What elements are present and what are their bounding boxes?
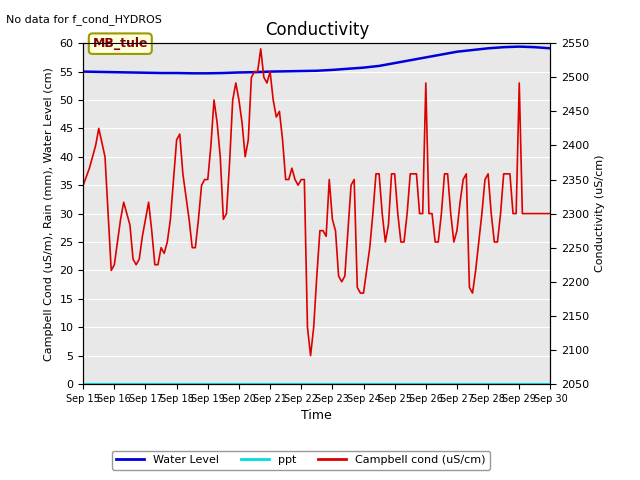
Water Level [328, 67, 336, 73]
Water Level [282, 69, 289, 74]
ppt [188, 381, 196, 387]
Campbell cond (uS/cm) [238, 120, 246, 126]
Water Level [173, 70, 180, 76]
Water Level [375, 63, 383, 69]
Water Level [235, 70, 243, 75]
Y-axis label: Conductivity (uS/cm): Conductivity (uS/cm) [595, 155, 605, 272]
ppt [547, 381, 554, 387]
Water Level [204, 71, 212, 76]
Campbell cond (uS/cm) [547, 211, 554, 216]
Campbell cond (uS/cm) [307, 353, 314, 359]
Water Level [141, 70, 149, 76]
Water Level [484, 46, 492, 51]
Water Level [298, 68, 305, 74]
Water Level [126, 70, 134, 75]
Water Level [500, 44, 508, 50]
Title: Conductivity: Conductivity [265, 21, 369, 39]
ppt [523, 381, 531, 387]
Water Level [422, 55, 429, 60]
Line: Water Level: Water Level [83, 47, 550, 73]
ppt [358, 381, 365, 387]
Water Level [313, 68, 321, 73]
Campbell cond (uS/cm) [348, 182, 355, 188]
Y-axis label: Campbell Cond (uS/m), Rain (mm), Water Level (cm): Campbell Cond (uS/m), Rain (mm), Water L… [44, 67, 54, 360]
Line: Campbell cond (uS/cm): Campbell cond (uS/cm) [83, 49, 550, 356]
Water Level [111, 69, 118, 75]
Water Level [515, 44, 523, 49]
Water Level [157, 70, 165, 76]
Water Level [188, 71, 196, 76]
Campbell cond (uS/cm) [413, 171, 420, 177]
Campbell cond (uS/cm) [456, 199, 464, 205]
Water Level [391, 60, 399, 66]
Water Level [360, 65, 367, 71]
Water Level [220, 70, 227, 76]
ppt [320, 381, 328, 387]
Water Level [453, 49, 461, 55]
Water Level [547, 46, 554, 51]
Text: No data for f_cond_HYDROS: No data for f_cond_HYDROS [6, 14, 163, 25]
Legend: Water Level, ppt, Campbell cond (uS/cm): Water Level, ppt, Campbell cond (uS/cm) [112, 451, 490, 469]
Water Level [79, 69, 87, 74]
Campbell cond (uS/cm) [450, 239, 458, 245]
Campbell cond (uS/cm) [213, 120, 221, 126]
Water Level [266, 69, 274, 74]
Text: MB_tule: MB_tule [93, 37, 148, 50]
Water Level [531, 44, 539, 50]
Campbell cond (uS/cm) [79, 182, 87, 188]
ppt [169, 381, 177, 387]
X-axis label: Time: Time [301, 409, 332, 422]
Campbell cond (uS/cm) [257, 46, 264, 52]
Water Level [406, 58, 414, 63]
Water Level [468, 47, 476, 53]
Water Level [95, 69, 102, 75]
ppt [509, 381, 516, 387]
Water Level [344, 66, 352, 72]
Water Level [251, 69, 259, 75]
Water Level [438, 52, 445, 58]
ppt [79, 381, 87, 387]
